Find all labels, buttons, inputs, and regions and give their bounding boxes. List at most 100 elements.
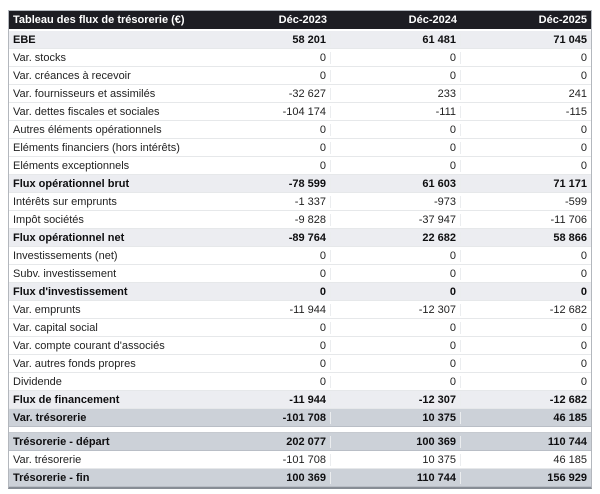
row-value: 0: [201, 159, 331, 172]
table-row: Trésorerie - départ 202 077 100 369 110 …: [9, 433, 591, 451]
row-value: 100 369: [331, 435, 461, 448]
row-value: 0: [201, 339, 331, 352]
row-value: -12 307: [331, 303, 461, 316]
table-row: Impôt sociétés -9 828 -37 947 -11 706: [9, 211, 591, 229]
table-header-row: Tableau des flux de trésorerie (€) Déc-2…: [9, 11, 591, 31]
row-value: -89 764: [201, 231, 331, 244]
row-label: Var. compte courant d'associés: [13, 339, 165, 352]
row-label: Dividende: [13, 375, 62, 388]
table-row: Flux opérationnel net -89 764 22 682 58 …: [9, 229, 591, 247]
table-row: Var. dettes fiscales et sociales -104 17…: [9, 103, 591, 121]
table-row: Flux d'investissement 0 0 0: [9, 283, 591, 301]
row-value: 0: [331, 321, 461, 334]
row-value: 0: [201, 51, 331, 64]
row-value: 0: [580, 51, 587, 64]
table-row: Subv. investissement 0 0 0: [9, 265, 591, 283]
row-value: 0: [331, 285, 461, 298]
row-value: 46 185: [553, 453, 587, 466]
table-row: Flux opérationnel brut -78 599 61 603 71…: [9, 175, 591, 193]
table-row: Eléments financiers (hors intérêts) 0 0 …: [9, 139, 591, 157]
row-value: -101 708: [201, 453, 331, 466]
row-value: 0: [331, 141, 461, 154]
table-row: Investissements (net) 0 0 0: [9, 247, 591, 265]
row-label: Impôt sociétés: [13, 213, 84, 226]
row-value: 0: [580, 357, 587, 370]
row-label: Trésorerie - fin: [13, 471, 90, 484]
row-value: 61 603: [331, 177, 461, 190]
row-value: -32 627: [201, 87, 331, 100]
row-value: 0: [331, 51, 461, 64]
row-value: -78 599: [201, 177, 331, 190]
row-value: -37 947: [331, 213, 461, 226]
row-value: 0: [331, 267, 461, 280]
table-row: Intérêts sur emprunts -1 337 -973 -599: [9, 193, 591, 211]
row-value: 71 045: [553, 33, 587, 46]
table-row: Var. trésorerie -101 708 10 375 46 185: [9, 451, 591, 469]
table-row: Dividende 0 0 0: [9, 373, 591, 391]
row-value: 0: [580, 141, 587, 154]
row-value: 0: [580, 249, 587, 262]
row-label: Flux opérationnel brut: [13, 177, 130, 190]
row-label: Investissements (net): [13, 249, 118, 262]
row-value: 0: [331, 357, 461, 370]
table-row: Trésorerie - fin 100 369 110 744 156 929: [9, 469, 591, 487]
row-value: 233: [331, 87, 461, 100]
row-value: -12 307: [331, 393, 461, 406]
table-row: Var. stocks 0 0 0: [9, 49, 591, 67]
table-row: Var. trésorerie -101 708 10 375 46 185: [9, 409, 591, 427]
row-value: 156 929: [547, 471, 587, 484]
table-row: Var. créances à recevoir 0 0 0: [9, 67, 591, 85]
row-value: 241: [568, 87, 587, 100]
row-value: 0: [580, 375, 587, 388]
table-row: Var. capital social 0 0 0: [9, 319, 591, 337]
row-value: 58 866: [553, 231, 587, 244]
row-label: Var. trésorerie: [13, 411, 87, 424]
row-label: Var. trésorerie: [13, 453, 82, 466]
row-label: Var. emprunts: [13, 303, 81, 316]
row-value: 110 744: [331, 471, 461, 484]
table-body-summary: Trésorerie - départ 202 077 100 369 110 …: [9, 433, 591, 487]
table-row: Var. autres fonds propres 0 0 0: [9, 355, 591, 373]
row-value: 0: [201, 141, 331, 154]
row-label: Var. créances à recevoir: [13, 69, 131, 82]
row-value: 0: [201, 267, 331, 280]
row-value: -104 174: [201, 105, 331, 118]
row-value: -101 708: [201, 411, 331, 424]
column-header-dec-2023: Déc-2023: [278, 14, 327, 26]
row-value: 0: [580, 267, 587, 280]
table-row: Var. compte courant d'associés 0 0 0: [9, 337, 591, 355]
row-label: Var. dettes fiscales et sociales: [13, 105, 160, 118]
row-value: 10 375: [331, 411, 461, 424]
table-title: Tableau des flux de trésorerie (€): [13, 14, 185, 26]
row-value: 0: [201, 285, 331, 298]
row-value: -11 944: [201, 303, 331, 316]
row-label: Eléments financiers (hors intérêts): [13, 141, 180, 154]
row-label: Flux de financement: [13, 393, 120, 406]
row-value: 0: [331, 123, 461, 136]
row-value: -12 682: [549, 393, 587, 406]
row-label: Var. fournisseurs et assimilés: [13, 87, 156, 100]
row-value: 0: [201, 69, 331, 82]
row-value: 61 481: [331, 33, 461, 46]
row-value: 0: [580, 321, 587, 334]
section-divider: [9, 427, 591, 433]
row-label: Trésorerie - départ: [13, 435, 110, 448]
row-value: 10 375: [331, 453, 461, 466]
row-label: EBE: [13, 33, 36, 46]
row-label: Var. capital social: [13, 321, 98, 334]
table-row: EBE 58 201 61 481 71 045: [9, 31, 591, 49]
row-label: Var. stocks: [13, 51, 66, 64]
row-value: 58 201: [201, 33, 331, 46]
row-value: 22 682: [331, 231, 461, 244]
row-value: 0: [331, 249, 461, 262]
row-value: 0: [201, 357, 331, 370]
row-value: -1 337: [201, 195, 331, 208]
row-value: 100 369: [201, 471, 331, 484]
row-value: 0: [580, 339, 587, 352]
column-header-dec-2025: Déc-2025: [538, 14, 587, 26]
row-value: 0: [580, 285, 587, 298]
row-value: 0: [331, 375, 461, 388]
row-value: -973: [331, 195, 461, 208]
row-value: 202 077: [201, 435, 331, 448]
row-label: Flux opérationnel net: [13, 231, 125, 244]
